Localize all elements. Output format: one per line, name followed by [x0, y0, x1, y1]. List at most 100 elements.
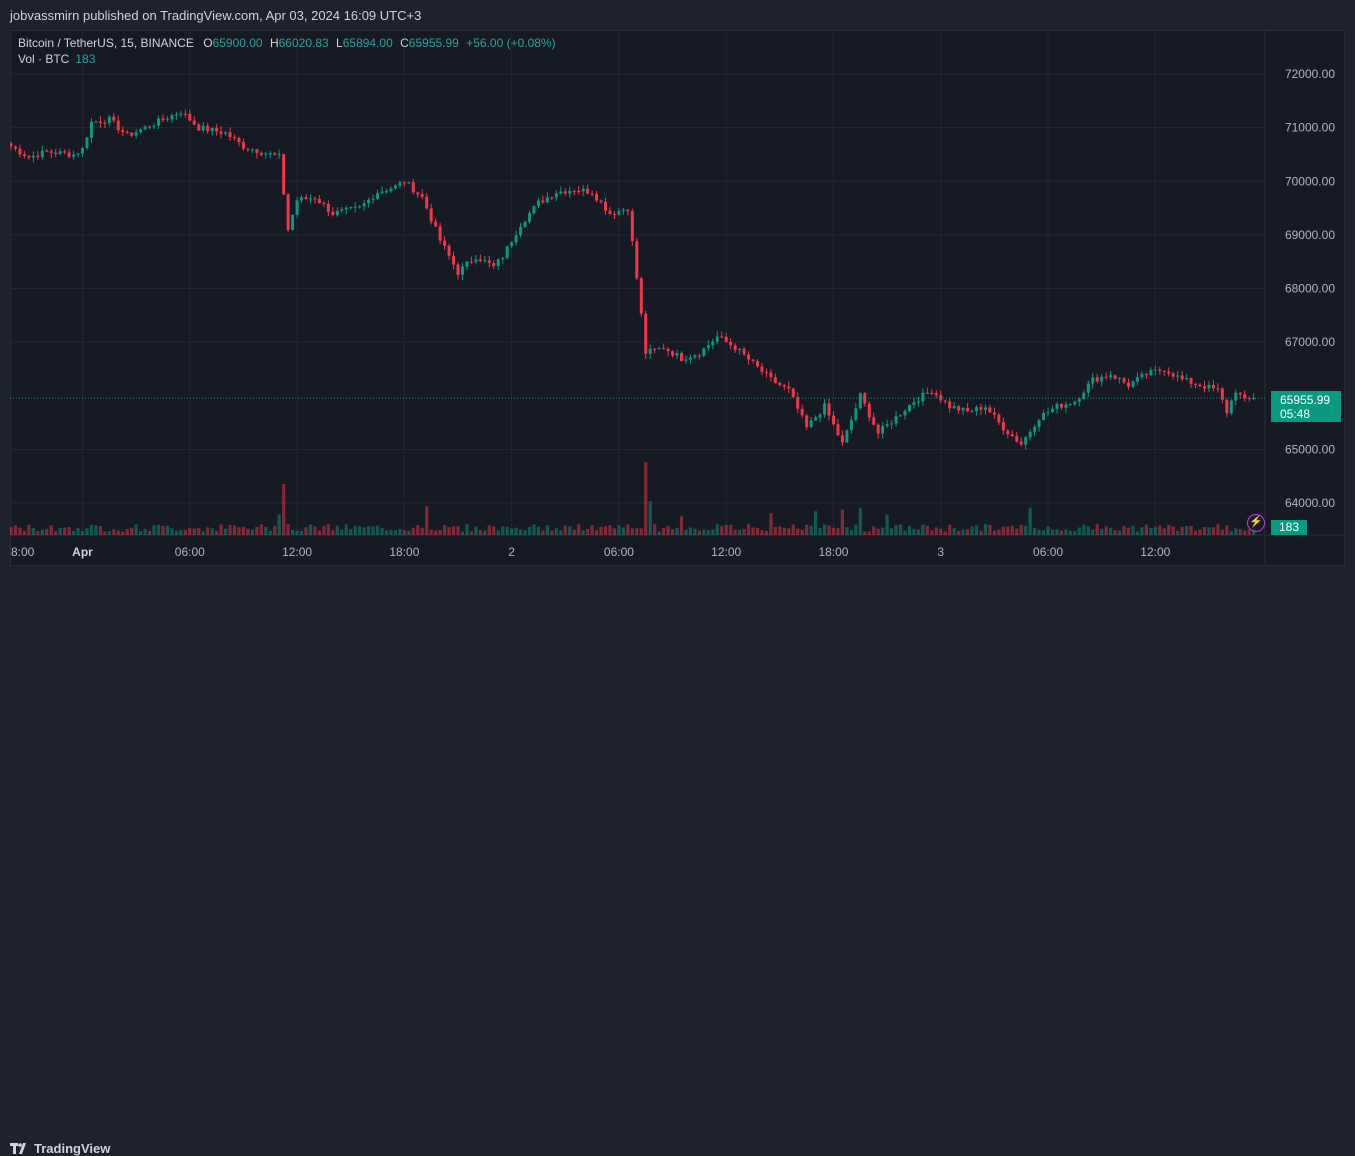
candle-body: [854, 408, 858, 420]
candle-body: [595, 194, 599, 201]
time-tick-label[interactable]: 18:00: [389, 545, 419, 559]
candle-body: [465, 261, 469, 267]
time-tick-label[interactable]: 12:00: [711, 545, 741, 559]
candle-body: [228, 132, 232, 137]
candlestick-chart[interactable]: 72000.00 71000.00 70000.00 69000.00 68000.00…: [10, 30, 1345, 566]
volume-bar: [353, 525, 357, 535]
volume-bar: [420, 527, 424, 535]
candle-body: [376, 193, 380, 200]
candle-body: [961, 407, 965, 411]
high-label: H: [269, 36, 279, 50]
candle-body: [612, 214, 616, 216]
volume-bar: [241, 526, 246, 535]
volume-bar: [1091, 529, 1095, 535]
candle-body: [170, 115, 174, 120]
volume-bar: [335, 525, 339, 535]
volume-bar: [147, 530, 152, 535]
time-tick-label[interactable]: 2: [508, 545, 515, 559]
time-tick-label[interactable]: 06:00: [175, 545, 205, 559]
volume-bar: [952, 528, 956, 535]
volume-bar: [514, 527, 518, 535]
candle-body: [326, 203, 330, 212]
time-tick-label[interactable]: 12:00: [1140, 545, 1170, 559]
candle-body: [1234, 392, 1238, 401]
volume-bar: [527, 527, 532, 535]
time-tick-label[interactable]: 8:00: [11, 545, 35, 559]
volume-bar: [451, 526, 456, 535]
price-tick-label[interactable]: 70000.00: [1285, 174, 1335, 188]
volume-bar: [349, 529, 353, 535]
time-tick-label[interactable]: 3: [937, 545, 944, 559]
candle-body: [1033, 426, 1037, 432]
candle-body: [1104, 376, 1108, 378]
volume-bar: [161, 525, 165, 535]
tradingview-brand[interactable]: TradingView: [10, 1141, 110, 1156]
volume-bar: [389, 529, 393, 535]
time-tick-label[interactable]: 12:00: [282, 545, 312, 559]
volume-bar: [192, 528, 196, 535]
price-tick-label[interactable]: 69000.00: [1285, 228, 1335, 242]
volume-bar: [903, 530, 907, 535]
candle-body: [1158, 369, 1162, 371]
candle-body: [684, 359, 688, 361]
candle-body: [966, 407, 970, 412]
volume-bar: [259, 524, 263, 535]
symbol-label[interactable]: Bitcoin / TetherUS, 15, BINANCE: [18, 36, 194, 50]
candle-body: [657, 347, 661, 349]
candle-body: [751, 359, 755, 361]
candle-body: [1229, 400, 1233, 414]
candle-body: [94, 121, 98, 123]
candle-body: [1211, 385, 1215, 389]
lightning-icon[interactable]: ⚡: [1247, 514, 1265, 532]
brand-name: TradingView: [34, 1141, 111, 1156]
candle-body: [469, 261, 473, 263]
volume-bar: [474, 526, 478, 535]
volume-bar: [867, 531, 871, 535]
candle-body: [76, 153, 80, 155]
volume-bar: [1126, 527, 1131, 535]
volume-bar: [831, 527, 836, 535]
volume-bar: [746, 524, 751, 535]
candle-body: [188, 113, 192, 121]
time-tick-label[interactable]: 06:00: [1033, 545, 1063, 559]
price-tick-label[interactable]: 64000.00: [1285, 496, 1335, 510]
volume-bar: [165, 525, 170, 535]
volume-bar: [268, 530, 272, 535]
volume-bar: [1100, 529, 1104, 535]
candle-body: [478, 259, 482, 262]
series-legend[interactable]: Bitcoin / TetherUS, 15, BINANCE O65900.0…: [18, 36, 556, 50]
volume-bar: [617, 525, 621, 535]
volume-bar: [568, 526, 572, 535]
candle-body: [635, 241, 639, 279]
volume-bar: [1131, 525, 1135, 535]
time-tick-label[interactable]: 06:00: [604, 545, 634, 559]
candle-body: [536, 200, 540, 206]
close-label: C: [400, 36, 409, 50]
chart-pane[interactable]: [10, 30, 1345, 566]
price-tick-label[interactable]: 68000.00: [1285, 282, 1335, 296]
volume-bar: [210, 528, 214, 535]
candle-body: [1037, 420, 1041, 427]
volume-legend[interactable]: Vol · BTC 183: [18, 52, 95, 66]
volume-bar: [1050, 529, 1055, 535]
candle-body: [1216, 388, 1220, 390]
volume-bar: [1122, 525, 1126, 535]
volume-bar: [1252, 529, 1256, 535]
price-tick-label[interactable]: 65000.00: [1285, 442, 1335, 456]
volume-bar: [340, 529, 344, 535]
candle-body: [210, 127, 214, 132]
time-tick-label[interactable]: 18:00: [818, 545, 848, 559]
price-tick-label[interactable]: 72000.00: [1285, 67, 1335, 81]
volume-bar: [174, 530, 178, 535]
time-tick-label[interactable]: Apr: [72, 545, 93, 559]
price-tick-label[interactable]: 67000.00: [1285, 335, 1335, 349]
volume-bar: [1015, 528, 1019, 535]
volume-bar: [1238, 529, 1242, 535]
candle-body: [112, 116, 116, 121]
volume-bar: [344, 524, 348, 535]
candle-body: [849, 419, 853, 431]
candle-body: [617, 210, 621, 215]
price-tick-label[interactable]: 71000.00: [1285, 121, 1335, 135]
volume-bar: [277, 514, 281, 535]
volume-bar: [684, 529, 688, 535]
